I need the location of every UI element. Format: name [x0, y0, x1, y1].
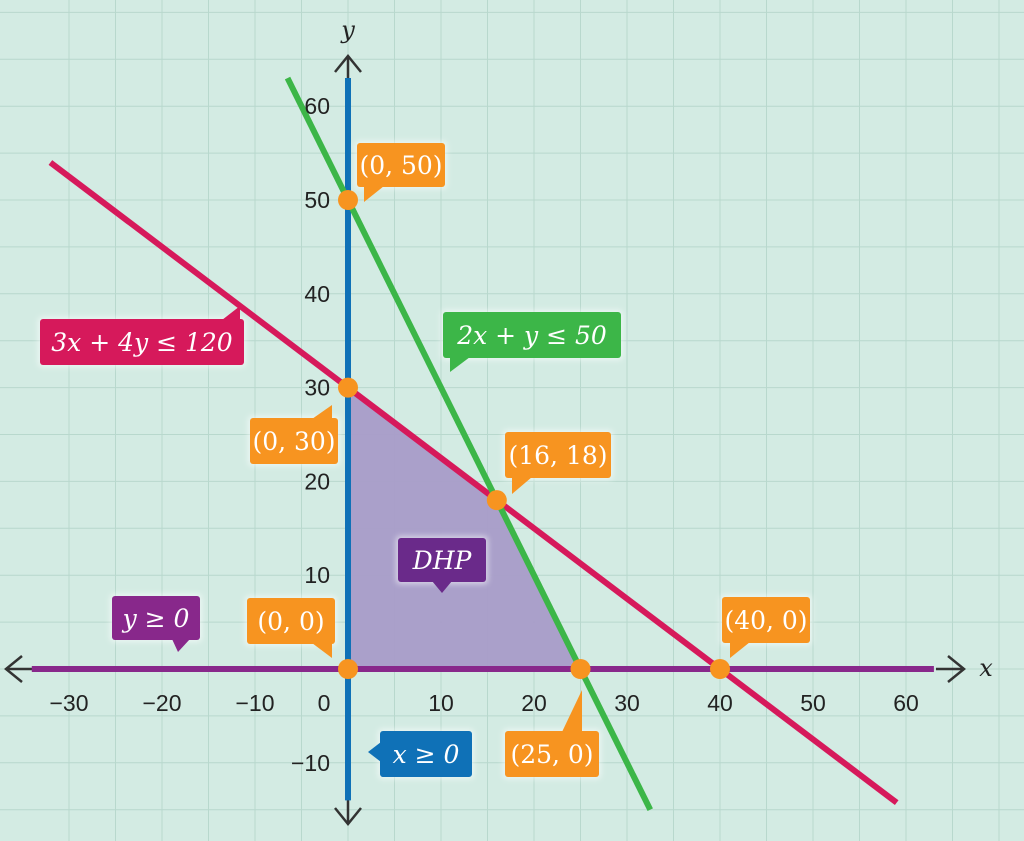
- label-25-0-text: (25, 0): [510, 740, 593, 769]
- label-constraint-y-nonneg-pointer: [172, 639, 190, 652]
- x-tick-label: −20: [142, 690, 181, 716]
- label-constraint-x-nonneg-pointer: [368, 742, 381, 762]
- label-0-0-box: [247, 598, 335, 644]
- y-axis-label: y: [340, 16, 355, 44]
- label-constraint-3x4y-text: 3x + 4y ≤ 120: [51, 328, 233, 357]
- label-constraint-3x4y: 3x + 4y ≤ 120: [38, 306, 246, 367]
- axes: xy: [4, 16, 993, 826]
- label-0-30-box: [250, 418, 338, 464]
- y-tick-label: 50: [304, 187, 330, 213]
- y-tick-label: −10: [291, 750, 330, 776]
- x-tick-label: 50: [800, 690, 826, 716]
- label-constraint-2xy: 2x + y ≤ 50: [441, 310, 623, 372]
- x-tick-label: 40: [707, 690, 733, 716]
- label-25-0-box: [505, 731, 599, 777]
- x-tick-label: 0: [318, 690, 331, 716]
- y-tick-label: 30: [304, 375, 330, 401]
- label-0-50-text: (0, 50): [359, 151, 442, 180]
- label-region-dhp-text: DHP: [412, 546, 473, 575]
- label-0-0-text: (0, 0): [257, 607, 324, 636]
- label-constraint-x-nonneg-text: x ≥ 0: [393, 740, 460, 769]
- label-16-18-text: (16, 18): [508, 441, 607, 470]
- label-constraint-3x4y-box: [40, 319, 244, 365]
- x-tick-label: 30: [614, 690, 640, 716]
- vertex-point: [338, 659, 358, 679]
- x-tick-label: 10: [428, 690, 454, 716]
- label-0-50: (0, 50): [355, 141, 447, 202]
- vertex-points: [338, 190, 730, 679]
- label-constraint-x-nonneg: x ≥ 0: [368, 729, 474, 779]
- label-40-0-text: (40, 0): [724, 606, 807, 635]
- label-40-0-box: [722, 597, 810, 643]
- label-40-0-pointer: [730, 642, 750, 658]
- label-region-dhp-box: [398, 538, 486, 582]
- y-tick-label: 20: [304, 468, 330, 494]
- label-16-18-box: [505, 432, 611, 478]
- label-constraint-y-nonneg-box: [112, 596, 200, 640]
- x-tick-label: −10: [235, 690, 274, 716]
- x-tick-label: 60: [893, 690, 919, 716]
- label-0-50-pointer: [364, 186, 384, 202]
- y-tick-label: 60: [304, 93, 330, 119]
- feasible-region: [348, 387, 581, 669]
- label-0-0-pointer: [312, 643, 332, 658]
- vertex-point: [338, 190, 358, 210]
- label-25-0: (25, 0): [503, 690, 601, 779]
- constraint-line-3x4y: [48, 160, 899, 806]
- label-25-0-pointer: [562, 690, 582, 732]
- label-0-30-text: (0, 30): [252, 427, 335, 456]
- label-constraint-2xy-box: [443, 312, 621, 358]
- callouts: (0, 50) (0, 30) (16, 18) (0, 0) (25, 0) (40, …: [38, 141, 812, 779]
- label-constraint-y-nonneg-text: y ≥ 0: [122, 604, 190, 633]
- label-constraint-3x4y-pointer: [222, 306, 240, 320]
- label-region-dhp: DHP: [396, 536, 488, 593]
- x-axis-label: x: [979, 654, 993, 682]
- label-constraint-2xy-text: 2x + y ≤ 50: [456, 321, 607, 350]
- label-16-18: (16, 18): [503, 430, 613, 494]
- label-16-18-pointer: [512, 477, 532, 494]
- label-0-50-box: [357, 143, 445, 187]
- label-constraint-2xy-pointer: [450, 357, 470, 372]
- label-region-dhp-pointer: [432, 581, 452, 593]
- vertex-point: [570, 659, 591, 679]
- vertex-point: [486, 490, 507, 511]
- vertex-point: [338, 377, 358, 398]
- vertex-point: [710, 659, 730, 679]
- x-tick-label: −30: [49, 690, 88, 716]
- label-0-30-pointer: [312, 405, 332, 419]
- y-tick-label: 10: [304, 562, 330, 588]
- label-40-0: (40, 0): [720, 595, 812, 658]
- label-0-0: (0, 0): [245, 596, 337, 658]
- x-tick-label: 20: [521, 690, 547, 716]
- label-0-30: (0, 30): [248, 405, 340, 466]
- label-constraint-x-nonneg-box: [380, 731, 472, 777]
- label-constraint-y-nonneg: y ≥ 0: [110, 594, 202, 652]
- tick-labels: −30 −20 −10 0 10 20 30 40 50 60 −10 10 20 30 40 50 60: [49, 93, 918, 776]
- feasible-region-layer: [348, 387, 581, 669]
- y-tick-label: 40: [304, 281, 330, 307]
